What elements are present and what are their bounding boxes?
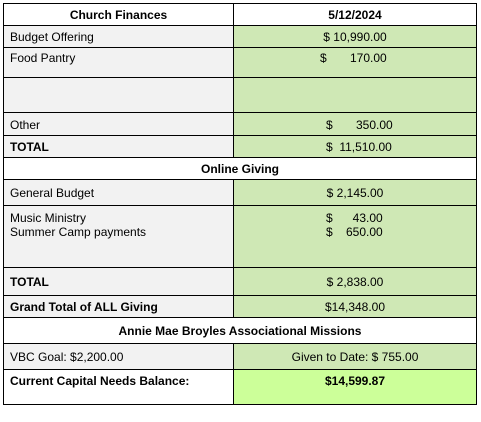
blank-value-cell (233, 77, 477, 113)
general-budget-row: General Budget $ 2,145.00 (3, 179, 477, 206)
missions-goal-row: VBC Goal: $2,200.00 Given to Date: $ 755… (3, 343, 477, 370)
header-row: Church Finances 5/12/2024 (3, 3, 477, 26)
online-giving-header-row: Online Giving (3, 157, 477, 180)
food-pantry-label: Food Pantry (3, 47, 234, 78)
offering-total-label: TOTAL (3, 135, 234, 158)
other-value: $ 350.00 (233, 112, 477, 136)
blank-label-cell (3, 77, 234, 113)
church-finances-report: Church Finances 5/12/2024 Budget Offerin… (3, 3, 477, 418)
budget-offering-label: Budget Offering (3, 25, 234, 48)
summer-camp-value: $ 650.00 (326, 225, 383, 239)
capital-needs-label: Current Capital Needs Balance: (3, 369, 234, 405)
capital-needs-row: Current Capital Needs Balance: $14,599.8… (3, 369, 477, 405)
other-row: Other $ 350.00 (3, 112, 477, 136)
online-total-value: $ 2,838.00 (233, 267, 477, 296)
title-cell: Church Finances (3, 3, 234, 26)
capital-needs-value: $14,599.87 (233, 369, 477, 405)
music-ministry-label: Music Ministry (10, 211, 87, 225)
food-pantry-row: Food Pantry $ 170.00 (3, 47, 477, 78)
summer-camp-label: Summer Camp payments (10, 225, 147, 239)
offering-total-row: TOTAL $ 11,510.00 (3, 135, 477, 158)
finance-table: Church Finances 5/12/2024 Budget Offerin… (3, 3, 477, 405)
other-label: Other (3, 112, 234, 136)
grand-total-value: $14,348.00 (233, 295, 477, 318)
food-pantry-value: $ 170.00 (233, 47, 477, 78)
music-camp-values: $ 43.00 $ 650.00 (233, 205, 477, 268)
missions-header-row: Annie Mae Broyles Associational Missions (3, 317, 477, 344)
online-total-label: TOTAL (3, 267, 234, 296)
music-camp-row: Music Ministry Summer Camp payments $ 43… (3, 205, 477, 268)
date-cell: 5/12/2024 (233, 3, 477, 26)
budget-offering-value: $ 10,990.00 (233, 25, 477, 48)
given-to-date-label: Given to Date: $ 755.00 (233, 343, 477, 370)
music-camp-labels: Music Ministry Summer Camp payments (3, 205, 234, 268)
missions-title: Annie Mae Broyles Associational Missions (3, 317, 477, 344)
general-budget-label: General Budget (3, 179, 234, 206)
online-giving-title: Online Giving (3, 157, 477, 180)
music-ministry-value: $ 43.00 (326, 211, 383, 225)
grand-total-row: Grand Total of ALL Giving $14,348.00 (3, 295, 477, 318)
budget-offering-row: Budget Offering $ 10,990.00 (3, 25, 477, 48)
blank-row (3, 77, 477, 113)
online-total-row: TOTAL $ 2,838.00 (3, 267, 477, 296)
offering-total-value: $ 11,510.00 (233, 135, 477, 158)
general-budget-value: $ 2,145.00 (233, 179, 477, 206)
grand-total-label: Grand Total of ALL Giving (3, 295, 234, 318)
vbc-goal-label: VBC Goal: $2,200.00 (3, 343, 234, 370)
